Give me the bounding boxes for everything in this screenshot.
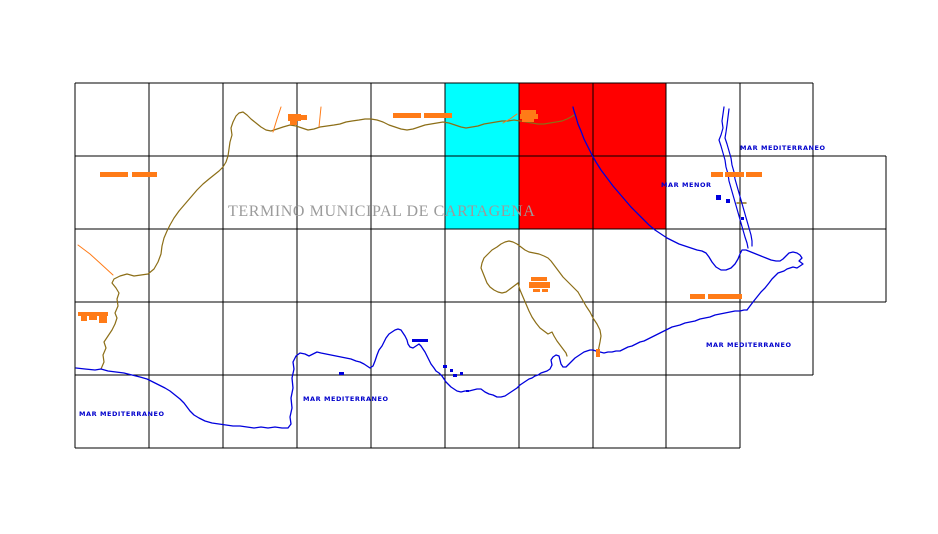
grid-cell-r1-c7[interactable] [593,156,666,229]
island-marker [450,369,453,372]
urban-area-marker [542,289,548,292]
urban-area-marker [708,294,742,299]
coastline-south [75,309,748,429]
island-marker [412,339,428,342]
grid-cell-r1-c8[interactable] [666,156,740,229]
grid-cell-r0-c8[interactable] [666,83,740,156]
urban-area-marker [746,172,762,177]
urban-area-marker [89,316,97,320]
city-boundary-west-tail [517,282,568,357]
grid-cell-r0-c0[interactable] [75,83,149,156]
coastline-east-cape [572,106,804,311]
grid-cell-r4-c8[interactable] [666,375,740,448]
grid-cell-r1-c9[interactable] [740,156,813,229]
city-boundary-east-tail [577,291,602,353]
grid-cell-r2-c7[interactable] [593,229,666,302]
la-manga-west-line [718,106,749,249]
grid-cell-r1-c0[interactable] [75,156,149,229]
grid-cell-r3-c9[interactable] [740,302,813,375]
grid-cell-r3-c8[interactable] [666,302,740,375]
sea-label-mar-mediterraneo-ne: MAR MEDITERRANEO [740,144,826,152]
road-line-top-1 [272,106,282,133]
urban-area-marker [529,282,550,288]
island-marker [726,199,730,203]
urban-area-marker [521,110,536,114]
la-manga-east-line [724,108,753,247]
grid-cell-r4-c6[interactable] [519,375,593,448]
island-marker [741,217,744,220]
grid-cell-r0-c1[interactable] [149,83,223,156]
grid-cell-r1-c1[interactable] [149,156,223,229]
urban-area-marker [522,119,534,122]
grid-cell-r4-c2[interactable] [223,375,297,448]
urban-area-marker [424,113,452,118]
urban-area-marker [533,289,540,292]
sea-label-mar-mediterraneo-s: MAR MEDITERRANEO [303,395,389,403]
grid-cell-r1-c10[interactable] [813,156,886,229]
urban-area-marker [99,314,107,323]
road-line-top-3 [502,113,518,124]
grid-cell-r0-c7[interactable] [593,83,666,156]
urban-area-marker [301,115,307,120]
grid-cell-r4-c4[interactable] [371,375,445,448]
urban-area-marker [711,172,723,177]
grid-cell-r2-c3[interactable] [297,229,371,302]
island-marker [339,372,344,375]
grid-cell-r2-c8[interactable] [666,229,740,302]
island-marker [466,390,469,392]
grid-cell-r0-c5[interactable] [445,83,519,156]
grid-cell-r4-c7[interactable] [593,375,666,448]
island-marker [716,195,721,200]
sea-label-mar-mediterraneo-sw: MAR MEDITERRANEO [79,410,165,418]
grid-cell-r4-c5[interactable] [445,375,519,448]
grid-cell-r2-c1[interactable] [149,229,223,302]
urban-area-marker [78,312,108,316]
grid-cell-r2-c9[interactable] [740,229,813,302]
urban-area-marker [132,172,157,177]
urban-area-marker [531,277,547,281]
grid-cell-r3-c2[interactable] [223,302,297,375]
urban-area-marker [100,172,128,177]
urban-area-marker [520,114,538,119]
grid-cell-r3-c4[interactable] [371,302,445,375]
grid-cell-r2-c0[interactable] [75,229,149,302]
island-marker [460,372,463,375]
grid-cell-r3-c1[interactable] [149,302,223,375]
urban-area-marker [290,121,297,125]
map-title: TERMINO MUNICIPAL DE CARTAGENA [228,203,536,220]
grid-cell-r2-c10[interactable] [813,229,886,302]
grid-cell-r2-c6[interactable] [519,229,593,302]
urban-area-marker [596,349,600,357]
urban-area-marker [81,316,87,321]
grid-cell-r3-c7[interactable] [593,302,666,375]
road-line-top-2 [318,106,322,128]
grid-cell-r3-c5[interactable] [445,302,519,375]
island-marker [453,374,457,377]
sea-label-mar-mediterraneo-e: MAR MEDITERRANEO [706,341,792,349]
grid-cell-r4-c3[interactable] [297,375,371,448]
urban-area-marker [725,172,744,177]
island-marker [443,365,447,368]
sea-label-mar-menor: MAR MENOR [661,181,712,189]
road-line-west [77,244,114,276]
municipal-boundary [100,111,575,370]
city-boundary-loop [480,240,579,294]
urban-area-marker [288,114,301,121]
urban-area-marker [393,113,421,118]
grid-cell-r2-c2[interactable] [223,229,297,302]
grid-cell-r0-c4[interactable] [371,83,445,156]
urban-area-marker [690,294,705,299]
grid-cell-r3-c3[interactable] [297,302,371,375]
grid-cell-r2-c4[interactable] [371,229,445,302]
